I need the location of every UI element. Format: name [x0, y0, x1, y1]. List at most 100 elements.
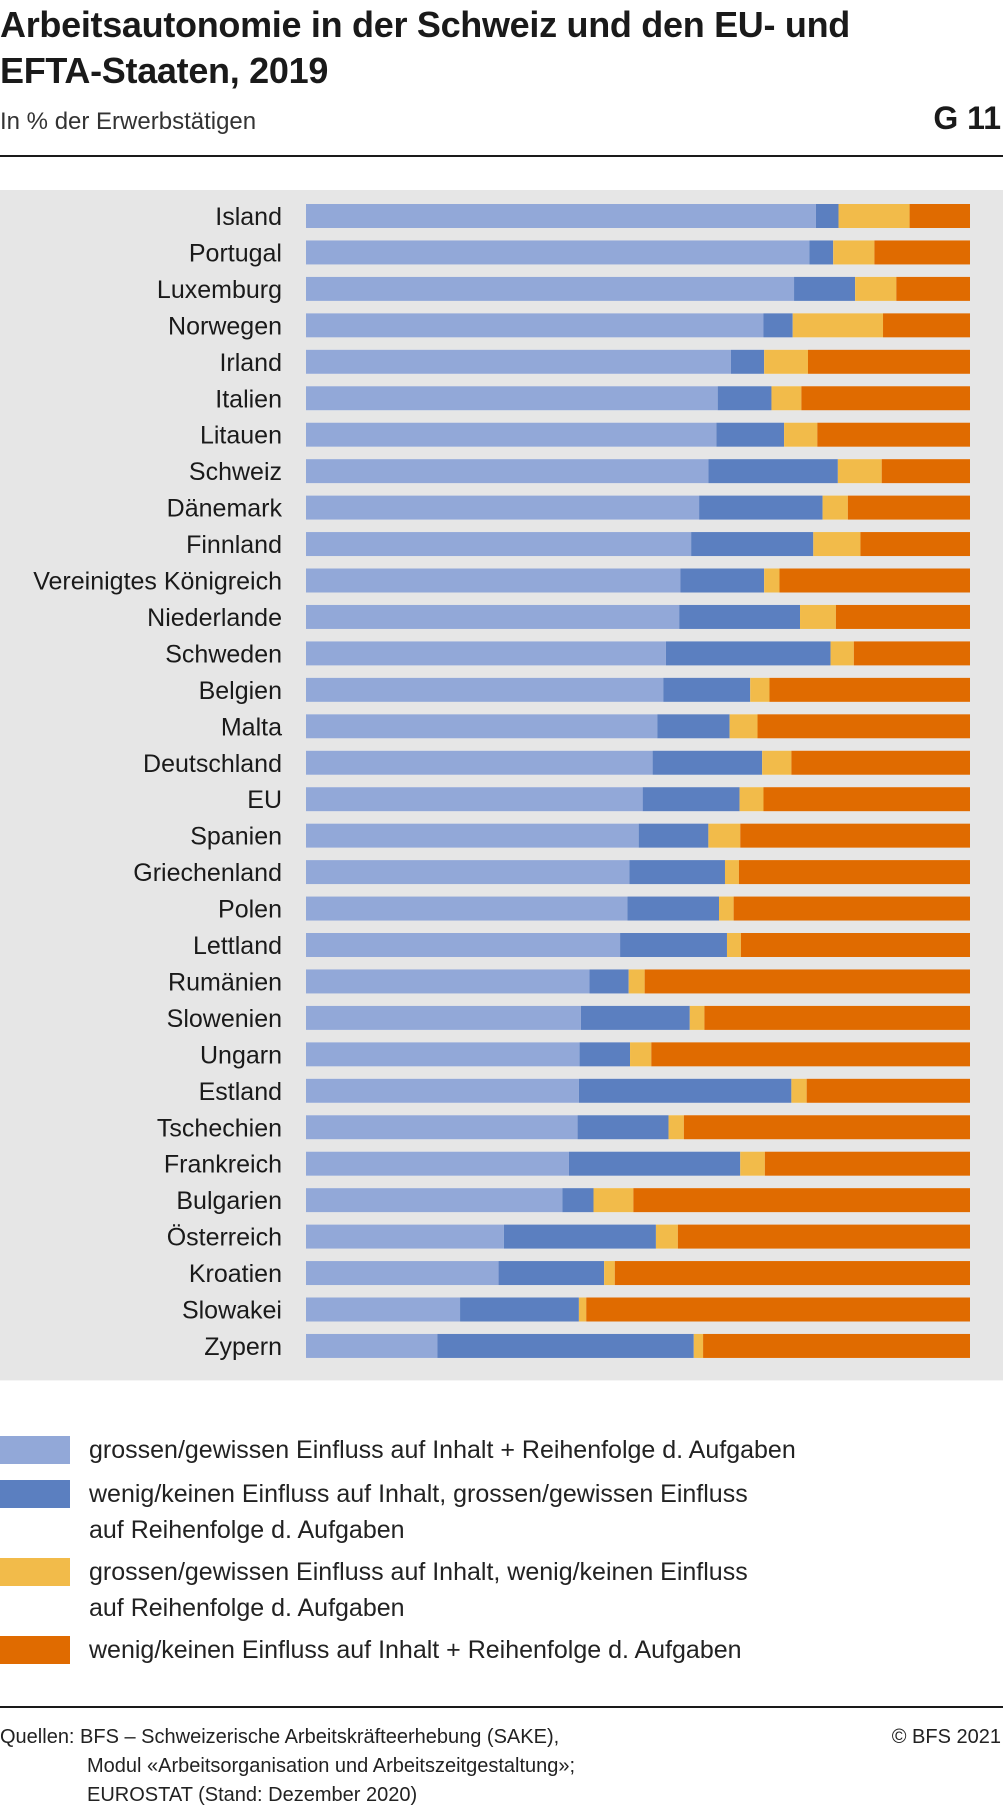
category-label-kroatien: Kroatien	[189, 1260, 282, 1288]
x-tick-label-0: 0%	[290, 1385, 323, 1390]
bar-österreich-series-1	[306, 1224, 504, 1249]
bar-frankreich-series-2	[568, 1151, 741, 1176]
legend-swatch-1	[0, 1436, 70, 1464]
bar-ungarn-series-4	[651, 1042, 970, 1067]
category-label-schweden: Schweden	[165, 640, 282, 668]
category-label-luxemburg: Luxemburg	[157, 276, 282, 304]
legend-label-1: grossen/gewissen Einfluss auf Inhalt + R…	[89, 1432, 869, 1468]
bar-slowakei-series-4	[586, 1297, 970, 1322]
bar-vereinigtes-königreich-series-3	[764, 568, 780, 593]
bar-griechenland-series-1	[306, 860, 630, 885]
bar-österreich-series-2	[503, 1224, 656, 1249]
bar-griechenland-series-2	[629, 860, 725, 885]
bar-slowenien-series-1	[306, 1005, 581, 1030]
bar-frankreich-series-3	[740, 1151, 765, 1176]
bar-bulgarien-series-1	[306, 1188, 563, 1213]
bar-lettland-series-2	[620, 933, 727, 957]
bar-luxemburg-series-3	[855, 276, 897, 301]
bar-estland-series-2	[578, 1078, 792, 1103]
bar-niederlande-series-4	[835, 604, 970, 629]
category-label-niederlande: Niederlande	[147, 604, 282, 632]
bar-kroatien-series-2	[498, 1261, 605, 1286]
bar-polen-series-4	[733, 896, 970, 921]
category-label-malta: Malta	[221, 713, 282, 741]
category-label-slowenien: Slowenien	[167, 1005, 282, 1033]
bar-litauen-series-2	[716, 422, 785, 447]
bar-finnland-series-3	[813, 532, 861, 557]
bar-italien-series-3	[771, 386, 802, 411]
bar-tschechien-series-2	[577, 1115, 669, 1140]
bar-dänemark-series-1	[306, 495, 700, 520]
bar-schweiz-series-3	[837, 459, 882, 484]
bar-litauen-series-1	[306, 422, 717, 447]
category-label-tschechien: Tschechien	[157, 1114, 282, 1142]
bar-irland-series-2	[730, 349, 765, 374]
bar-zypern-series-1	[306, 1333, 438, 1358]
bar-eu-series-1	[306, 787, 643, 812]
bar-eu-series-3	[739, 787, 764, 812]
bar-lettland-series-1	[306, 933, 621, 957]
bar-estland-series-4	[806, 1078, 970, 1103]
bar-kroatien-series-1	[306, 1261, 499, 1286]
bar-island-series-1	[306, 204, 816, 228]
source-line-3: EUROSTAT (Stand: Dezember 2020)	[87, 1784, 418, 1806]
bar-estland-series-1	[306, 1078, 579, 1103]
bar-schweden-series-4	[853, 641, 970, 666]
bar-slowakei-series-1	[306, 1297, 461, 1322]
bar-luxemburg-series-4	[896, 276, 970, 301]
bar-norwegen-series-4	[883, 313, 970, 338]
bar-frankreich-series-1	[306, 1151, 569, 1176]
bar-dänemark-series-2	[699, 495, 823, 520]
legend-label-4: wenig/keinen Einfluss auf Inhalt + Reihe…	[89, 1632, 869, 1668]
bar-dänemark-series-3	[822, 495, 848, 520]
bar-polen-series-1	[306, 896, 628, 921]
bar-slowenien-series-4	[704, 1005, 970, 1030]
bar-niederlande-series-3	[800, 604, 836, 629]
bar-schweden-series-3	[830, 641, 854, 666]
legend-label-2-line-2: auf Reihenfolge d. Aufgaben	[89, 1516, 405, 1544]
bar-italien-series-2	[717, 386, 772, 411]
category-label-vereinigtes-königreich: Vereinigtes Königreich	[33, 568, 282, 596]
bar-malta-series-4	[757, 714, 970, 739]
bar-litauen-series-3	[784, 422, 818, 447]
copyright: © BFS 2021	[891, 1726, 1001, 1748]
category-label-polen: Polen	[218, 896, 282, 924]
category-label-österreich: Österreich	[167, 1224, 282, 1252]
bar-finnland-series-4	[860, 532, 970, 557]
category-label-zypern: Zypern	[204, 1333, 282, 1361]
legend-label-4-line-1: wenig/keinen Einfluss auf Inhalt + Reihe…	[89, 1636, 742, 1664]
x-tick-label-4: 80%	[814, 1385, 860, 1390]
bar-österreich-series-3	[655, 1224, 678, 1249]
x-tick-label-3: 60%	[681, 1385, 727, 1390]
category-label-slowakei: Slowakei	[182, 1297, 282, 1325]
legend-label-2: wenig/keinen Einfluss auf Inhalt, grosse…	[89, 1476, 869, 1548]
category-label-frankreich: Frankreich	[164, 1151, 282, 1179]
bar-niederlande-series-2	[679, 604, 801, 629]
bar-schweden-series-1	[306, 641, 666, 666]
bar-zypern-series-4	[703, 1333, 970, 1358]
bar-rumänien-series-3	[628, 969, 645, 994]
bar-deutschland-series-4	[791, 750, 970, 775]
bar-spanien-series-1	[306, 823, 639, 848]
category-label-deutschland: Deutschland	[143, 750, 282, 778]
legend-label-3-line-1: grossen/gewissen Einfluss auf Inhalt, we…	[89, 1558, 748, 1586]
category-label-litauen: Litauen	[200, 422, 282, 450]
bar-frankreich-series-4	[764, 1151, 970, 1176]
bar-belgien-series-2	[663, 677, 751, 702]
bar-luxemburg-series-1	[306, 276, 795, 301]
bar-rumänien-series-2	[589, 969, 629, 994]
chart-title: Arbeitsautonomie in der Schweiz und den …	[0, 4, 850, 91]
bar-tschechien-series-1	[306, 1115, 578, 1140]
bar-slowenien-series-2	[580, 1005, 690, 1030]
bar-schweden-series-2	[665, 641, 831, 666]
bar-schweiz-series-2	[708, 459, 838, 484]
bar-polen-series-3	[719, 896, 734, 921]
source-line-2: Modul «Arbeitsorganisation und Arbeitsze…	[87, 1755, 576, 1777]
bar-malta-series-2	[657, 714, 730, 739]
category-label-ungarn: Ungarn	[200, 1041, 282, 1069]
bar-norwegen-series-2	[763, 313, 793, 338]
source-note: Quellen: BFS – Schweizerische Arbeitskrä…	[0, 1723, 720, 1810]
bar-belgien-series-3	[750, 677, 770, 702]
bar-island-series-2	[815, 204, 839, 228]
bar-island-series-3	[838, 204, 910, 228]
